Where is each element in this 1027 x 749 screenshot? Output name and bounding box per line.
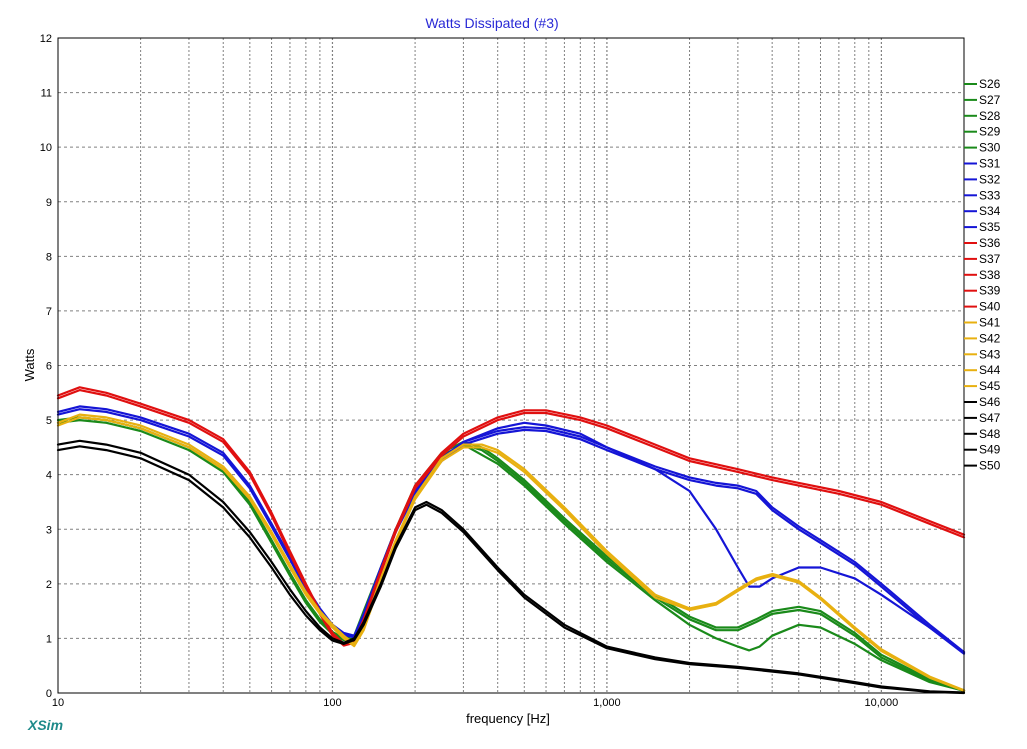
series-lines <box>56 386 966 695</box>
legend-item: S46 <box>964 395 1001 409</box>
legend-item: S30 <box>964 141 1001 155</box>
legend-item: S32 <box>964 172 1001 186</box>
legend-item: S35 <box>964 220 1001 234</box>
legend-item: S28 <box>964 109 1001 123</box>
y-tick-label: 9 <box>46 197 52 209</box>
y-axis-label: Watts <box>22 348 37 381</box>
legend-label: S43 <box>979 347 1001 361</box>
legend-item: S34 <box>964 204 1001 218</box>
legend-item: S26 <box>964 77 1001 91</box>
y-tick-label: 8 <box>46 251 52 263</box>
legend-item: S31 <box>964 157 1001 171</box>
legend-label: S45 <box>979 379 1001 393</box>
x-tick-label: 10,000 <box>865 697 899 709</box>
legend-label: S27 <box>979 93 1001 107</box>
legend-item: S50 <box>964 459 1001 473</box>
series-line-6 <box>462 421 966 654</box>
legend-item: S37 <box>964 252 1001 266</box>
x-tick-label: 10 <box>52 697 64 709</box>
series-line-12 <box>56 445 966 695</box>
legend-item: S33 <box>964 188 1001 202</box>
legend-label: S42 <box>979 331 1001 345</box>
legend-label: S41 <box>979 316 1001 330</box>
series-line-3 <box>462 443 966 692</box>
y-tick-label: 1 <box>46 633 52 645</box>
legend-label: S34 <box>979 204 1001 218</box>
y-tick-label: 5 <box>46 415 52 427</box>
legend-label: S26 <box>979 77 1001 91</box>
plot-frame <box>57 37 965 694</box>
legend-item: S41 <box>964 316 1001 330</box>
y-tick-label: 10 <box>40 142 52 154</box>
legend-label: S37 <box>979 252 1001 266</box>
legend-item: S47 <box>964 411 1001 425</box>
y-tick-label: 12 <box>40 33 52 45</box>
legend-label: S50 <box>979 459 1001 473</box>
legend-label: S35 <box>979 220 1001 234</box>
legend-label: S46 <box>979 395 1001 409</box>
y-tick-label: 0 <box>46 688 52 700</box>
legend-item: S42 <box>964 331 1001 345</box>
legend-item: S38 <box>964 268 1001 282</box>
legend-label: S39 <box>979 284 1001 298</box>
y-tick-label: 6 <box>46 361 52 373</box>
y-tick-label: 3 <box>46 524 52 536</box>
legend-item: S40 <box>964 300 1001 314</box>
legend-item: S27 <box>964 93 1001 107</box>
x-tick-labels: 10 100 1,000 10,000 <box>52 697 898 709</box>
legend-label: S44 <box>979 363 1001 377</box>
series-line-8 <box>56 389 966 647</box>
legend-item: S44 <box>964 363 1001 377</box>
y-tick-label: 4 <box>46 470 52 482</box>
legend-item: S29 <box>964 125 1001 139</box>
series-line-10 <box>56 416 966 692</box>
legend-label: S32 <box>979 172 1001 186</box>
legend-label: S36 <box>979 236 1001 250</box>
legend-item: S49 <box>964 443 1001 457</box>
legend-label: S40 <box>979 300 1001 314</box>
legend-label: S30 <box>979 141 1001 155</box>
y-tick-label: 11 <box>41 88 52 100</box>
legend-label: S48 <box>979 427 1001 441</box>
series-line-9 <box>56 413 966 692</box>
legend-item: S36 <box>964 236 1001 250</box>
x-axis-label: frequency [Hz] <box>466 711 550 726</box>
legend-label: S49 <box>979 443 1001 457</box>
legend-item: S39 <box>964 284 1001 298</box>
legend-label: S31 <box>979 157 1001 171</box>
legend-label: S38 <box>979 268 1001 282</box>
legend-item: S43 <box>964 347 1001 361</box>
xsim-brand: XSim <box>27 717 63 733</box>
chart-title: Watts Dissipated (#3) <box>425 15 558 31</box>
legend-label: S33 <box>979 188 1001 202</box>
legend-item: S48 <box>964 427 1001 441</box>
x-tick-label: 1,000 <box>593 697 621 709</box>
x-tick-label: 100 <box>323 697 341 709</box>
y-tick-label: 2 <box>46 579 52 591</box>
legend-label: S28 <box>979 109 1001 123</box>
legend-label: S47 <box>979 411 1001 425</box>
legend-item: S45 <box>964 379 1001 393</box>
y-tick-label: 7 <box>46 306 52 318</box>
legend-label: S29 <box>979 125 1001 139</box>
